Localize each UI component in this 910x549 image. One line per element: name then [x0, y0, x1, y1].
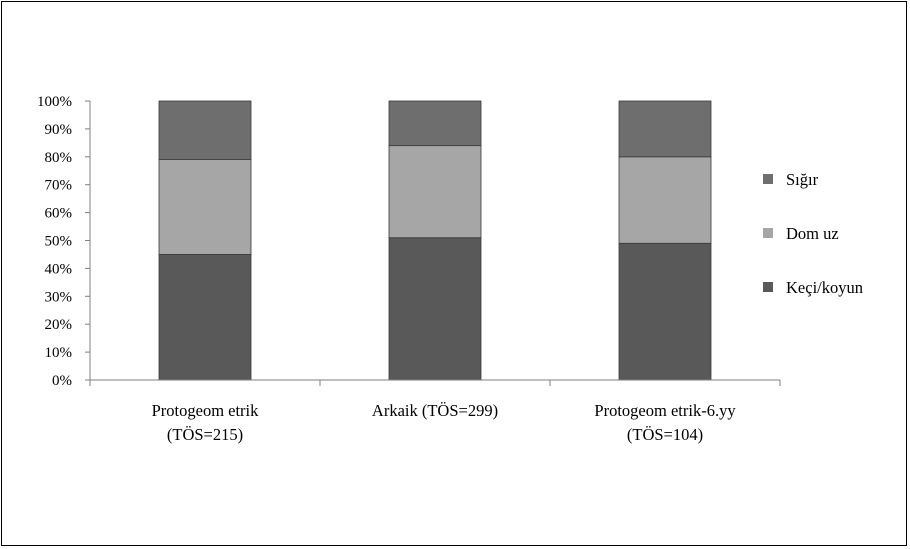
bar-segment-2-3 [388, 100, 482, 147]
y-tick-label: 100% [37, 94, 72, 110]
bar-segment-3-2 [618, 156, 712, 244]
bar-segment-2-1 [388, 237, 482, 381]
y-tick-label: 20% [45, 317, 73, 333]
bar-segment-1-2 [158, 159, 252, 255]
legend-label: Keçi/koyun [786, 278, 863, 297]
y-tick-label: 0% [52, 373, 72, 389]
legend-swatch [763, 282, 773, 292]
y-tick-label: 50% [45, 234, 73, 250]
x-category-label: Protogeom etrik [152, 401, 260, 420]
legend-label: Sığır [786, 170, 819, 189]
y-tick-label: 80% [45, 150, 73, 166]
legend-swatch [763, 174, 773, 184]
x-category-label: (TÖS=215) [167, 425, 243, 444]
y-tick-label: 30% [45, 289, 73, 305]
y-tick-label: 40% [45, 261, 73, 277]
y-tick-label: 60% [45, 206, 73, 222]
legend-label: Dom uz [786, 224, 839, 243]
x-category-label: Arkaik (TÖS=299) [372, 401, 498, 420]
bar-segment-3-3 [618, 100, 712, 158]
x-category-label: (TÖS=104) [627, 425, 703, 444]
x-category-label: Protogeom etrik-6.yy [594, 401, 736, 420]
bar-segment-1-3 [158, 100, 252, 160]
y-tick-label: 10% [45, 345, 73, 361]
y-tick-label: 70% [45, 178, 73, 194]
bar-segment-3-1 [618, 242, 712, 381]
legend-swatch [763, 228, 773, 238]
y-tick-label: 90% [45, 122, 73, 138]
bar-segment-1-1 [158, 254, 252, 381]
bar-segment-2-2 [388, 145, 482, 239]
